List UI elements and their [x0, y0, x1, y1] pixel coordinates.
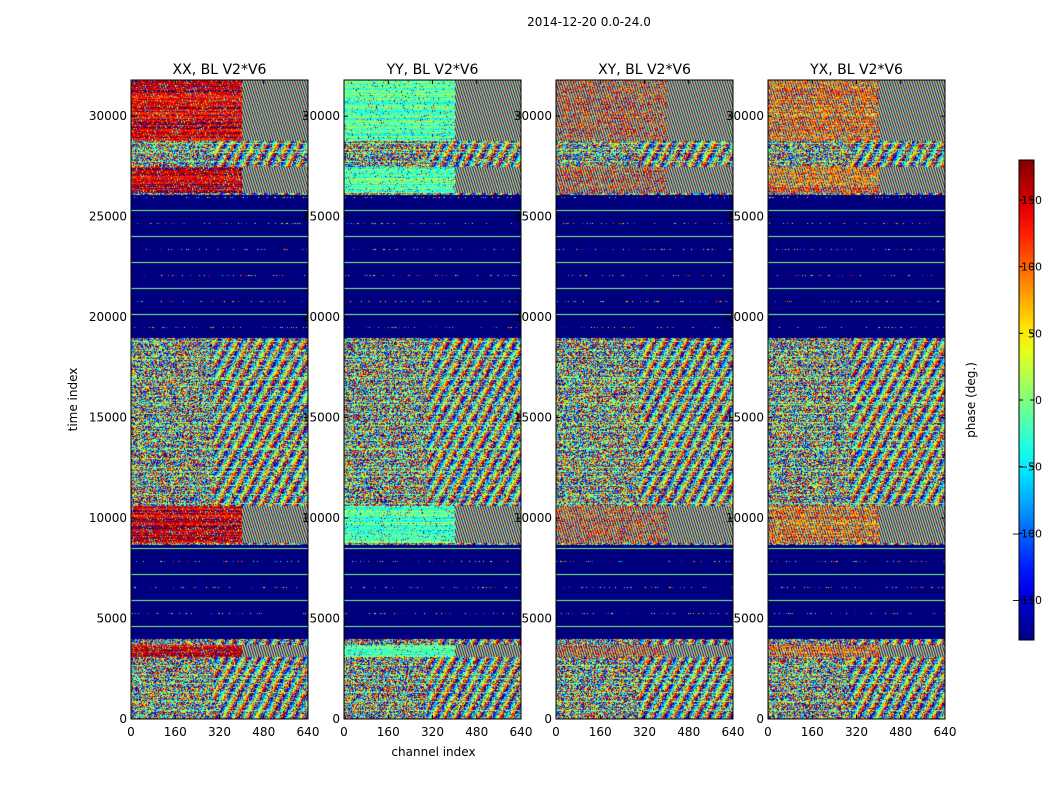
y-tick-label: 15000 [514, 411, 552, 425]
y-tick-label: 20000 [89, 310, 127, 324]
x-tick-label: 0 [340, 725, 348, 739]
panel-title: XX, BL V2*V6 [173, 62, 267, 78]
panel-3: XY, BL V2*V6 0 160 320 480 640 0 5000 10000 15000… [514, 62, 745, 739]
y-tick-label: 15000 [302, 411, 340, 425]
colorbar-tick-label: 0 [1035, 394, 1042, 407]
y-tick-label: 15000 [89, 411, 127, 425]
y-tick-label: 5000 [96, 612, 127, 626]
y-tick-label: 10000 [514, 511, 552, 525]
panel-4: YX, BL V2*V6 0 160 320 480 640 0 5000 10000 15000… [726, 62, 957, 739]
y-tick-label: 15000 [726, 411, 764, 425]
y-tick-label: 20000 [514, 310, 552, 324]
heatmap-image-3 [556, 80, 733, 719]
figure-title: 2014-12-20 0.0-24.0 [527, 15, 651, 29]
x-tick-label: 0 [764, 725, 772, 739]
y-tick-label: 10000 [89, 511, 127, 525]
y-tick-label: 25000 [726, 210, 764, 224]
x-tick-label: 160 [589, 725, 612, 739]
panel-title: XY, BL V2*V6 [598, 62, 691, 78]
x-tick-label: 480 [889, 725, 912, 739]
x-tick-label: 0 [552, 725, 560, 739]
colorbar-tick-label: 50 [1028, 327, 1042, 340]
x-tick-label: 640 [934, 725, 957, 739]
x-tick-label: 640 [722, 725, 745, 739]
y-tick-label: 20000 [726, 310, 764, 324]
colorbar-tick-label: 150 [1021, 194, 1042, 207]
x-tick-label: 320 [845, 725, 868, 739]
y-tick-label: 30000 [514, 109, 552, 123]
heatmap-image-4 [768, 80, 945, 719]
x-tick-label: 480 [677, 725, 700, 739]
x-tick-label: 320 [633, 725, 656, 739]
colorbar-tick-label: −100 [1012, 527, 1042, 540]
x-tick-label: 0 [127, 725, 135, 739]
y-tick-label: 25000 [514, 210, 552, 224]
x-tick-label: 160 [377, 725, 400, 739]
colorbar-tick-label: 100 [1021, 261, 1042, 274]
panel-title: YX, BL V2*V6 [809, 62, 903, 78]
y-tick-label: 30000 [726, 109, 764, 123]
panel-2: YY, BL V2*V6 0 160 320 480 640 0 5000 10000 15000… [302, 62, 533, 759]
y-tick-label: 30000 [302, 109, 340, 123]
x-tick-label: 160 [801, 725, 824, 739]
colorbar-tick-label: −150 [1012, 594, 1042, 607]
y-tick-label: 10000 [726, 511, 764, 525]
panel-title: YY, BL V2*V6 [386, 62, 479, 78]
x-tick-label: 320 [208, 725, 231, 739]
y-tick-label: 0 [332, 712, 340, 726]
y-tick-label: 0 [756, 712, 764, 726]
x-tick-label: 320 [421, 725, 444, 739]
x-tick-label: 640 [510, 725, 533, 739]
colorbar: −150 −100 −50 0 50 100 150 phase (deg.) [964, 159, 1042, 641]
colorbar-tick-label: −50 [1019, 461, 1042, 474]
x-tick-label: 480 [252, 725, 275, 739]
y-tick-label: 20000 [302, 310, 340, 324]
heatmap-image-2 [344, 80, 521, 719]
y-tick-label: 0 [119, 712, 127, 726]
y-tick-label: 25000 [89, 210, 127, 224]
y-tick-label: 0 [544, 712, 552, 726]
y-tick-label: 5000 [309, 612, 340, 626]
x-tick-label: 480 [465, 725, 488, 739]
y-tick-label: 5000 [521, 612, 552, 626]
panels-group: XX, BL V2*V6 0 160 320 480 640 0 5000 10000 15000… [66, 62, 956, 759]
y-axis-label: time index [66, 368, 80, 432]
y-tick-label: 5000 [733, 612, 764, 626]
panel-1: XX, BL V2*V6 0 160 320 480 640 0 5000 10000 15000… [66, 62, 319, 739]
x-tick-label: 160 [164, 725, 187, 739]
y-tick-label: 30000 [89, 109, 127, 123]
colorbar-label: phase (deg.) [964, 362, 978, 438]
x-tick-label: 640 [297, 725, 320, 739]
y-tick-label: 25000 [302, 210, 340, 224]
heatmap-image-1 [131, 80, 308, 719]
y-tick-label: 10000 [302, 511, 340, 525]
x-axis-label: channel index [391, 745, 475, 759]
